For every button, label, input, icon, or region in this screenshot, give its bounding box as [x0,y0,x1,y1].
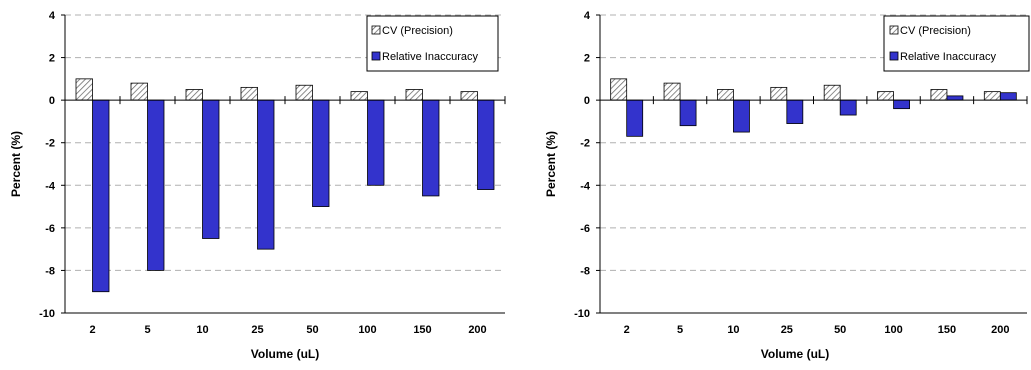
x-tick-label: 5 [677,324,683,336]
bar-ri-150 [946,95,964,101]
x-tick-label: 200 [991,324,1009,336]
legend-swatch-ri [371,51,381,61]
y-tick-label: 4 [584,10,591,22]
bar-ri-10 [202,99,220,239]
x-tick-label: 5 [144,324,150,336]
legend-box [883,15,1030,72]
x-tick-label: 10 [727,324,739,336]
y-tick-label: -6 [45,223,55,235]
x-axis-title: Volume (uL) [761,347,829,361]
bar-ri-2 [626,99,644,137]
legend-label-ri: Relative Inaccuracy [900,51,996,63]
bar-cv-150 [405,89,423,101]
bar-cv-25 [240,86,258,101]
chart-left-svg: 420-2-4-6-8-102 5 10 25 50 100 150 200 Percent … [9,10,506,361]
y-tick-label: -10 [39,308,55,320]
y-tick-label: 0 [584,95,590,107]
y-tick-label: -2 [580,138,590,150]
bar-ri-25 [257,99,275,250]
bar-cv-25 [770,86,788,101]
bar-cv-2 [75,78,93,101]
x-axis-title: Volume (uL) [251,347,319,361]
x-tick-label: 150 [413,324,431,336]
bar-ri-10 [733,99,750,133]
bar-ri-200 [477,99,495,190]
bar-ri-50 [312,99,330,207]
bar-ri-100 [367,99,385,186]
bar-ri-50 [839,99,857,116]
y-tick-label: 2 [49,53,55,65]
x-tick-label: 50 [834,324,846,336]
legend-label-cv: CV (Precision) [382,25,453,37]
x-tick-label: 100 [358,324,376,336]
legend-swatch-cv [371,25,381,35]
bar-ri-5 [679,99,697,127]
bar-ri-100 [893,99,910,110]
bar-cv-100 [877,91,894,101]
bar-cv-200 [983,91,1001,101]
legend: CV (Precision) Relative Inaccuracy [366,15,499,72]
x-tick-label: 150 [938,324,956,336]
x-tick-label: 2 [624,324,630,336]
y-tick-label: -4 [45,180,56,192]
y-tick-label: -6 [580,223,590,235]
bar-cv-10 [185,89,203,101]
y-tick-label: 4 [49,10,56,22]
y-tick-label: -8 [580,265,590,277]
bar-cv-200 [460,91,478,101]
y-tick-label: 0 [49,95,55,107]
bar-cv-5 [130,82,148,101]
y-axis-title: Percent (%) [544,131,558,197]
legend-swatch-cv [889,25,899,35]
x-tick-label: 2 [89,324,95,336]
bar-cv-50 [295,84,313,101]
legend-swatch-ri [889,51,899,61]
bar-cv-50 [823,84,841,101]
bar-ri-200 [999,92,1017,101]
bar-cv-10 [717,89,734,101]
legend: CV (Precision) Relative Inaccuracy [883,15,1030,72]
y-tick-label: -4 [580,180,591,192]
bar-cv-2 [610,78,628,101]
chart-right-svg: 420-2-4-6-8-102 5 10 25 50 100 150 200 Percent … [544,10,1030,361]
bar-ri-5 [147,99,165,271]
x-tick-label: 25 [251,324,263,336]
y-tick-label: -8 [45,265,55,277]
legend-label-ri: Relative Inaccuracy [382,51,478,63]
bar-ri-150 [422,99,440,197]
x-tick-label: 25 [781,324,793,336]
bar-cv-150 [930,89,948,101]
bar-ri-25 [786,99,804,124]
bar-cv-5 [663,82,681,101]
y-tick-label: 2 [584,53,590,65]
legend-label-cv: CV (Precision) [900,25,971,37]
y-axis-title: Percent (%) [9,131,23,197]
x-tick-label: 10 [196,324,208,336]
y-tick-label: -10 [574,308,590,320]
bar-ri-2 [92,99,110,293]
chart-right: 4 2 0 -2 -4 -6 -8 -10 2 5 10 25 50 100 150 200 Percent … [535,0,1031,365]
x-tick-label: 100 [884,324,902,336]
chart-left: 4 2 0 -2 -4 -6 -8 -10 2 5 10 25 50 100 150 200 Percent … [0,0,515,365]
y-tick-label: -2 [45,138,55,150]
bar-cv-100 [350,91,368,101]
x-tick-label: 200 [468,324,486,336]
x-tick-label: 50 [306,324,318,336]
legend-box [366,15,499,72]
